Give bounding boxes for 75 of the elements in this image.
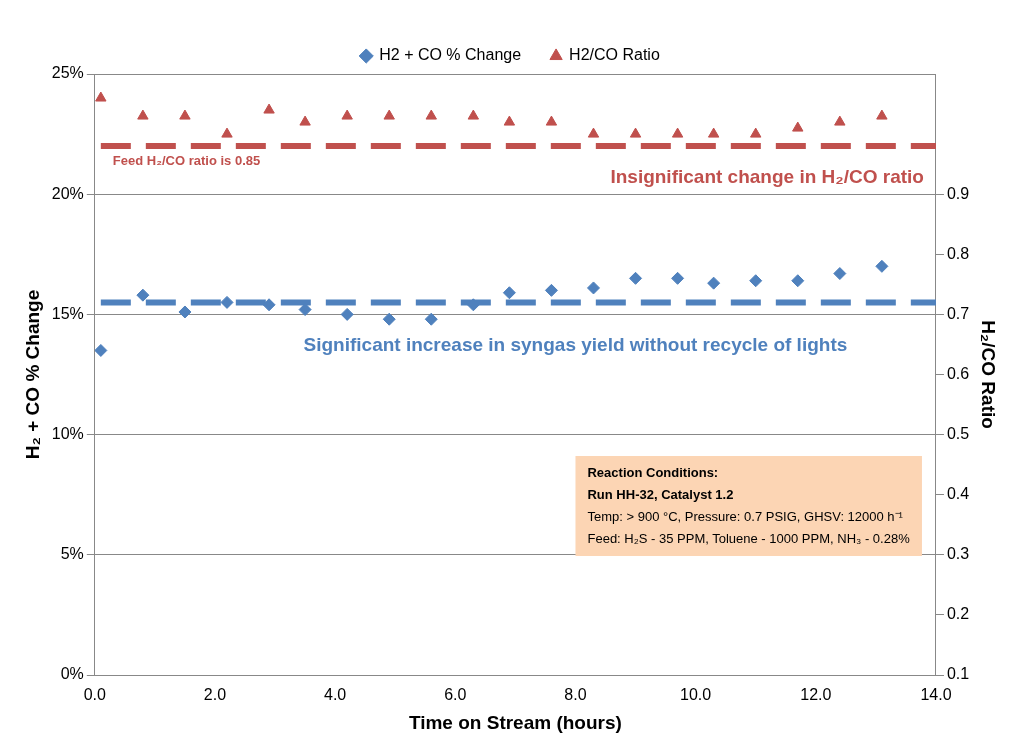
point (707, 127, 720, 138)
annotation: Reaction Conditions: (587, 464, 719, 480)
point (425, 109, 437, 120)
annotation: Significant increase in syngas yield without recycle of lights (303, 334, 848, 356)
point (875, 259, 889, 273)
legend-label: H2/CO Ratio (569, 46, 660, 64)
point (94, 343, 108, 357)
point (707, 276, 721, 290)
point (221, 127, 233, 138)
x-axis-title: Time on Stream (hours) (408, 711, 622, 733)
point (876, 109, 888, 120)
y2-tick-label: 0.4 (946, 485, 970, 503)
x-tick-label: 4.0 (324, 686, 347, 704)
point (137, 109, 149, 120)
point (834, 115, 846, 126)
y2-tick-label: 0.3 (946, 545, 970, 563)
x-tick-label: 6.0 (444, 686, 467, 704)
x-tick-label: 0.0 (83, 686, 107, 704)
point (587, 127, 600, 138)
point (383, 109, 395, 120)
y2-tick-label: 0.1 (946, 665, 970, 683)
point (671, 271, 685, 285)
y2-tick-label: 0.7 (946, 304, 970, 322)
y-tick-label: 0% (60, 665, 84, 683)
annotation: Run HH-32, Catalyst 1.2 (587, 486, 734, 502)
annotation: Feed: H₂S - 35 PPM, Toluene - 1000 PPM, NH₃ - 0.28% (587, 530, 911, 546)
point (220, 295, 234, 309)
annotation: Temp: > 900 °C, Pressure: 0.7 PSIG, GHSV: 12000 h⁻¹ (587, 508, 904, 524)
point (833, 267, 847, 281)
point (545, 115, 558, 126)
point (298, 303, 312, 317)
y2-tick-label: 0.2 (946, 605, 970, 623)
point (136, 288, 150, 302)
point (424, 312, 438, 326)
point (340, 307, 354, 321)
point (749, 274, 763, 288)
x-tick-label: 10.0 (680, 686, 712, 704)
y2-tick-label: 0.5 (946, 425, 970, 443)
point (502, 286, 516, 300)
x-tick-label: 14.0 (920, 686, 952, 704)
point (750, 127, 762, 138)
point (262, 298, 276, 312)
point (299, 115, 311, 126)
y2-tick-label: 0.6 (946, 364, 970, 382)
y-tick-label: 25% (51, 64, 84, 82)
y-axis-title: H₂ + CO % Change (21, 289, 43, 460)
point (341, 109, 353, 120)
y2-tick-label: 0.8 (946, 244, 970, 262)
x-tick-label: 2.0 (203, 686, 227, 704)
point (95, 91, 107, 102)
point (179, 109, 191, 120)
point (791, 274, 805, 288)
y-tick-label: 5% (60, 545, 84, 563)
point (792, 121, 804, 132)
y-tick-label: 15% (51, 304, 84, 322)
x-tick-label: 8.0 (564, 686, 587, 704)
point (467, 109, 480, 120)
point (587, 281, 600, 295)
point (466, 298, 480, 312)
annotation: Insignificant change in H₂/CO ratio (610, 166, 924, 188)
y2-axis-title: H₂/CO Ratio (978, 320, 1000, 429)
x-tick-label: 12.0 (800, 686, 832, 704)
point (629, 271, 643, 285)
point (544, 283, 558, 297)
y-tick-label: 20% (51, 184, 84, 202)
point (503, 115, 516, 126)
point (671, 127, 684, 138)
y2-tick-label: 0.9 (946, 184, 970, 202)
legend-label: H2 + CO % Change (379, 46, 522, 64)
point (263, 103, 275, 114)
y-tick-label: 10% (51, 425, 84, 443)
point (178, 305, 192, 319)
point (382, 312, 396, 326)
ref-line-label: Feed H₂/CO ratio is 0.85 (112, 153, 261, 169)
point (629, 127, 642, 138)
